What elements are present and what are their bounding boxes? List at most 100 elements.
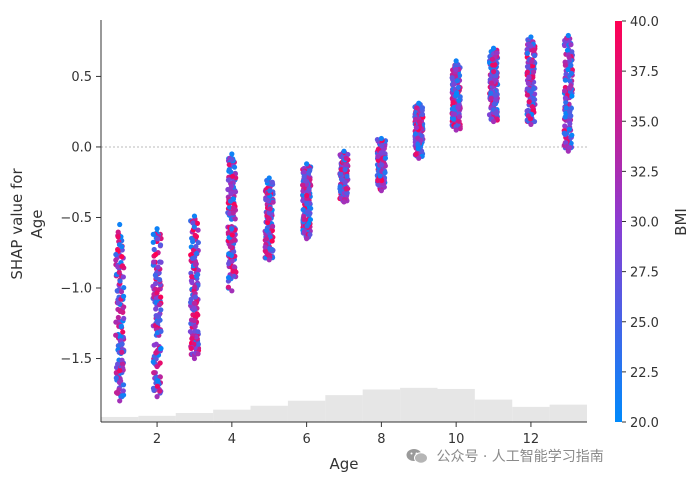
data-point — [195, 351, 201, 357]
data-point — [226, 162, 232, 168]
data-point — [306, 186, 312, 192]
data-point — [489, 56, 496, 62]
data-point — [337, 171, 344, 177]
data-point — [263, 236, 269, 242]
data-point — [455, 84, 461, 91]
colorbar-tick-label: 30.0 — [630, 216, 659, 231]
data-point — [150, 231, 156, 237]
colorbar-tick-label: 37.5 — [630, 65, 659, 80]
data-point — [526, 74, 532, 80]
data-point — [531, 53, 538, 59]
y-tick-label: 0.0 — [71, 140, 92, 155]
data-point — [565, 66, 571, 73]
data-point — [524, 108, 530, 114]
data-point — [456, 114, 463, 120]
data-point — [266, 210, 272, 216]
y-axis-label-line: Age — [28, 209, 46, 238]
colorbar-tick-label: 20.0 — [630, 416, 659, 431]
data-point — [382, 155, 389, 161]
data-point — [303, 178, 309, 184]
watermark: 公众号 · 人工智能学习指南 — [406, 446, 604, 466]
data-point — [562, 95, 569, 101]
data-point — [492, 92, 499, 98]
data-point — [262, 244, 268, 250]
data-point — [455, 104, 461, 111]
data-point — [304, 223, 310, 229]
colorbar-tick-label: 27.5 — [630, 266, 659, 281]
data-point — [566, 85, 573, 91]
data-point — [230, 210, 236, 216]
data-point — [154, 383, 160, 389]
data-point — [120, 274, 126, 280]
data-point — [120, 388, 126, 394]
x-tick-label: 2 — [153, 432, 161, 447]
data-point — [192, 294, 199, 300]
data-point — [490, 69, 497, 75]
data-point — [189, 279, 195, 286]
data-point — [524, 50, 531, 56]
data-point — [191, 305, 197, 311]
data-point — [412, 131, 419, 137]
data-point — [119, 254, 125, 260]
data-point — [119, 263, 126, 269]
data-point — [158, 307, 164, 313]
data-point — [568, 42, 574, 48]
data-point — [229, 173, 236, 179]
data-point — [569, 132, 575, 138]
data-point — [120, 329, 126, 335]
data-point — [158, 259, 164, 265]
data-point — [269, 246, 275, 252]
data-point — [564, 47, 571, 53]
data-point — [568, 70, 574, 77]
data-point — [119, 357, 125, 363]
data-point — [457, 126, 463, 132]
data-point — [231, 237, 238, 243]
data-point — [527, 116, 534, 122]
data-point — [563, 99, 569, 105]
data-point — [486, 112, 493, 118]
x-tick-label: 10 — [448, 432, 465, 447]
data-point — [229, 226, 235, 232]
data-point — [228, 190, 234, 197]
histogram-bin-4 — [213, 409, 251, 422]
data-point — [229, 156, 235, 163]
data-point — [565, 148, 571, 154]
data-point — [153, 350, 159, 356]
data-point — [342, 179, 348, 186]
data-point — [195, 341, 201, 347]
data-point — [344, 173, 350, 179]
data-point — [158, 328, 164, 335]
data-point — [120, 293, 127, 299]
colorbar-layer: 20.0 22.5 25.0 27.5 30.0 32.5 35.0 37.5 40.0 — [615, 15, 659, 431]
data-point — [456, 97, 462, 104]
data-point — [156, 301, 163, 308]
data-point — [266, 175, 272, 181]
data-point — [228, 183, 234, 190]
data-point — [231, 201, 237, 207]
data-point — [453, 58, 459, 64]
data-point — [269, 179, 275, 185]
data-point — [342, 167, 348, 173]
data-point — [189, 336, 195, 342]
strip-age-11 — [486, 45, 501, 125]
data-point — [379, 177, 385, 184]
data-point — [382, 169, 388, 176]
data-point — [267, 188, 273, 194]
data-point — [267, 234, 273, 240]
data-point — [230, 205, 236, 211]
data-point — [413, 125, 419, 131]
colorbar-tick-label: 35.0 — [630, 115, 659, 130]
data-point — [155, 378, 161, 384]
data-point — [300, 207, 306, 213]
data-point — [192, 232, 198, 238]
strip-age-10 — [449, 58, 463, 133]
data-point — [378, 162, 385, 168]
data-point — [120, 382, 127, 388]
data-point — [494, 50, 500, 56]
data-point — [265, 219, 271, 226]
data-point — [449, 75, 455, 81]
data-point — [300, 182, 306, 188]
data-point — [150, 239, 156, 245]
data-point — [343, 186, 349, 192]
data-point — [418, 137, 424, 143]
